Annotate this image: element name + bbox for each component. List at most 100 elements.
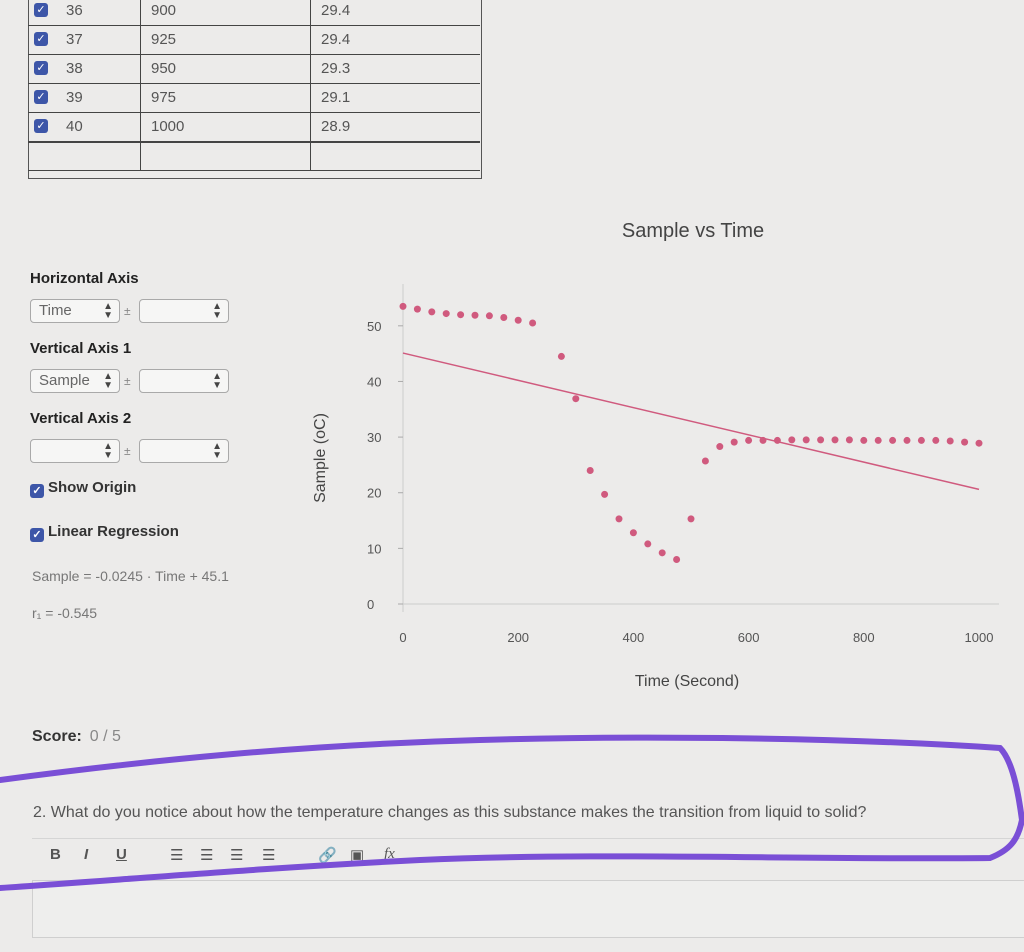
table-cell[interactable]: ✓ 38 (28, 55, 141, 84)
select-value: Time (39, 302, 72, 319)
table-row[interactable]: ✓ 38 950 29.3 (28, 55, 480, 84)
vertical-axis1-error-select[interactable]: ▲ ▼ (139, 369, 229, 393)
data-point (860, 436, 868, 444)
x-tick-label: 0 (399, 630, 406, 645)
checkbox-checked-icon[interactable]: ✓ (34, 119, 48, 133)
row-number: 40 (66, 118, 83, 135)
table-row[interactable]: ✓ 37 925 29.4 (28, 26, 480, 55)
data-point (730, 438, 738, 446)
data-point (471, 311, 479, 319)
data-point (601, 490, 609, 498)
scatter-chart: Sample vs Time Time (Second) Sample (oC) 0 1… (312, 220, 999, 690)
checkbox-checked-icon[interactable]: ✓ (30, 528, 44, 542)
x-tick-label: 200 (507, 630, 529, 645)
horizontal-axis-error-select[interactable]: ▲ ▼ (139, 299, 229, 323)
table-cell[interactable] (141, 142, 311, 171)
table-cell[interactable]: ✓ 40 (28, 113, 141, 142)
table-cell[interactable]: 29.1 (311, 84, 480, 113)
data-point (557, 352, 565, 360)
updown-icon: ▲ ▼ (103, 441, 113, 461)
checkbox-checked-icon[interactable]: ✓ (34, 32, 48, 46)
data-point (975, 439, 983, 447)
data-point (514, 316, 522, 324)
updown-icon: ▲ ▼ (103, 301, 113, 321)
table-cell[interactable]: 900 (141, 0, 311, 26)
checkbox-checked-icon[interactable]: ✓ (30, 484, 44, 498)
x-axis-label: Time (Second) (635, 673, 739, 690)
linear-regression-label: Linear Regression (48, 523, 179, 540)
plus-minus: ± (124, 374, 131, 388)
data-point (874, 436, 882, 444)
table-cell[interactable]: 29.3 (311, 55, 480, 84)
data-point (615, 515, 623, 523)
y-tick-label: 20 (367, 486, 381, 501)
vertical-axis2-error-select[interactable]: ▲ ▼ (139, 439, 229, 463)
question-text: 2. What do you notice about how the temp… (33, 804, 867, 821)
y-tick-label: 50 (367, 319, 381, 334)
data-point (961, 438, 969, 446)
linear-regression-toggle[interactable]: ✓ Linear Regression (30, 523, 179, 542)
underline-button[interactable]: U (116, 846, 127, 863)
horizontal-axis-select[interactable]: Time ▲ ▼ (30, 299, 120, 323)
y-tick-label: 40 (367, 374, 381, 389)
y-axis-label: Sample (oC) (312, 413, 329, 503)
x-tick-label: 600 (738, 630, 760, 645)
select-value: Sample (39, 372, 90, 389)
table-cell[interactable]: ✓ 36 (28, 0, 141, 26)
vertical-axis2-select[interactable]: ▲ ▼ (30, 439, 120, 463)
data-point (673, 555, 681, 563)
data-point (817, 436, 825, 444)
table-cell[interactable]: 925 (141, 26, 311, 55)
italic-button[interactable]: I (84, 846, 89, 863)
data-point (831, 436, 839, 444)
chart-title: Sample vs Time (622, 220, 764, 242)
table-cell[interactable]: 1000 (141, 113, 311, 142)
updown-icon: ▲ ▼ (212, 301, 222, 321)
table-cell[interactable]: 975 (141, 84, 311, 113)
data-point (802, 436, 810, 444)
ordered-list-icon[interactable]: ☰ (170, 847, 184, 864)
table-cell[interactable]: 29.4 (311, 0, 480, 26)
formula-button[interactable]: fx (384, 846, 395, 862)
show-origin-label: Show Origin (48, 479, 137, 496)
table-cell[interactable]: 28.9 (311, 113, 480, 142)
plus-minus: ± (124, 444, 131, 458)
checkbox-checked-icon[interactable]: ✓ (34, 3, 48, 17)
data-point (399, 302, 407, 310)
link-icon[interactable]: 🔗 (318, 847, 337, 864)
data-point (572, 395, 580, 403)
data-point (716, 443, 724, 451)
checkbox-checked-icon[interactable]: ✓ (34, 61, 48, 75)
table-cell[interactable] (28, 142, 141, 171)
indent-icon[interactable]: ☰ (262, 847, 276, 864)
table-cell[interactable]: ✓ 37 (28, 26, 141, 55)
data-point (845, 436, 853, 444)
checkbox-checked-icon[interactable]: ✓ (34, 90, 48, 104)
table-row-empty[interactable] (28, 142, 480, 171)
bold-button[interactable]: B (50, 846, 61, 863)
table-cell[interactable]: 29.4 (311, 26, 480, 55)
row-number: 39 (66, 89, 83, 106)
data-table: ✓ 36 900 29.4 ✓ 37 925 29.4 ✓ 38 950 29.3 ✓ 39 975 29.1… (0, 0, 1024, 195)
data-point (687, 515, 695, 523)
table-row[interactable]: ✓ 39 975 29.1 (28, 84, 480, 113)
horizontal-axis-label: Horizontal Axis (30, 270, 139, 287)
image-icon[interactable]: ▣ (350, 847, 365, 864)
vertical-axis1-select[interactable]: Sample ▲ ▼ (30, 369, 120, 393)
data-point (428, 308, 436, 316)
data-point (500, 313, 508, 321)
table-row[interactable]: ✓ 36 900 29.4 (28, 0, 480, 26)
regression-line (402, 352, 980, 491)
data-point (644, 540, 652, 548)
outdent-icon[interactable]: ☰ (230, 847, 244, 864)
x-tick-label: 1000 (965, 630, 994, 645)
table-cell[interactable] (311, 142, 480, 171)
bullet-list-icon[interactable]: ☰ (200, 847, 214, 864)
table-cell[interactable]: 950 (141, 55, 311, 84)
data-point (788, 436, 796, 444)
answer-editor[interactable] (32, 880, 1024, 938)
show-origin-toggle[interactable]: ✓ Show Origin (30, 479, 137, 498)
table-cell[interactable]: ✓ 39 (28, 84, 141, 113)
table-row[interactable]: ✓ 40 1000 28.9 (28, 113, 480, 142)
regression-equation: Sample = -0.0245 · Time + 45.1 (32, 568, 229, 584)
